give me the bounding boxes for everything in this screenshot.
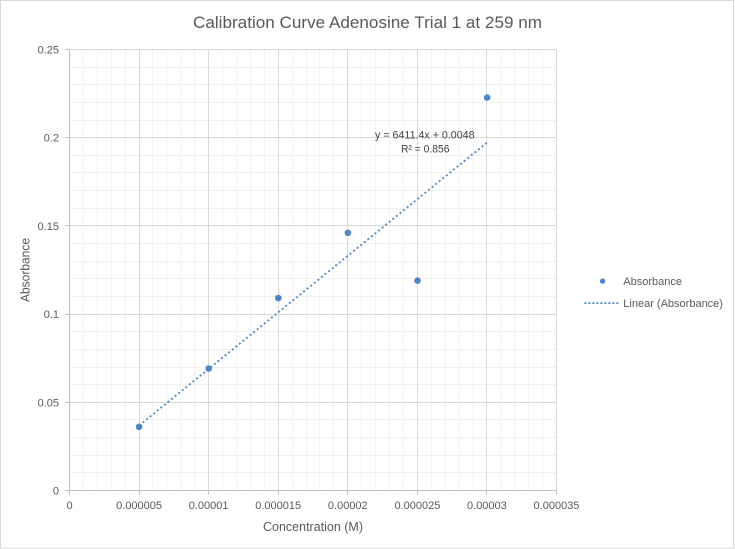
svg-text:0.00002: 0.00002 <box>328 500 368 512</box>
svg-text:Linear (Absorbance): Linear (Absorbance) <box>623 298 723 310</box>
svg-text:0.05: 0.05 <box>38 397 59 409</box>
svg-text:Calibration Curve Adenosine Tr: Calibration Curve Adenosine Trial 1 at 2… <box>193 13 542 32</box>
svg-text:0.000005: 0.000005 <box>116 500 162 512</box>
svg-text:Concentration (M): Concentration (M) <box>263 519 363 534</box>
svg-text:0.000035: 0.000035 <box>534 500 580 512</box>
svg-text:0.2: 0.2 <box>44 133 59 145</box>
svg-text:0.25: 0.25 <box>38 45 59 57</box>
svg-text:Absorbance: Absorbance <box>18 238 33 302</box>
svg-text:0.15: 0.15 <box>38 221 59 233</box>
svg-text:0.000015: 0.000015 <box>255 500 301 512</box>
svg-text:0: 0 <box>66 500 72 512</box>
svg-text:Absorbance: Absorbance <box>623 276 682 288</box>
svg-text:0.000025: 0.000025 <box>394 500 440 512</box>
svg-text:R² = 0.856: R² = 0.856 <box>401 144 450 156</box>
svg-text:y = 6411.4x + 0.0048: y = 6411.4x + 0.0048 <box>375 129 475 141</box>
svg-text:0.1: 0.1 <box>44 309 59 321</box>
svg-text:0.00003: 0.00003 <box>467 500 507 512</box>
svg-text:0.00001: 0.00001 <box>189 500 229 512</box>
svg-text:0: 0 <box>53 486 59 498</box>
